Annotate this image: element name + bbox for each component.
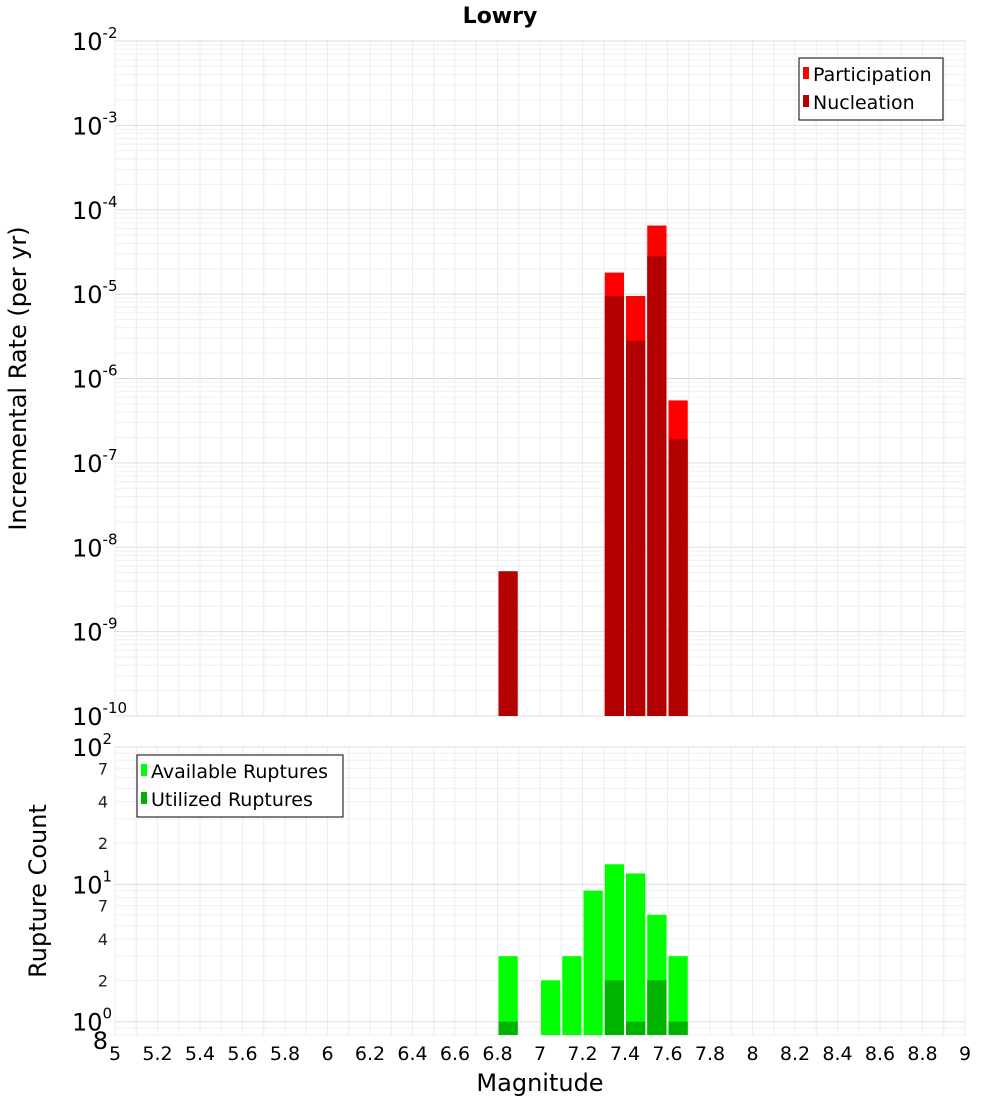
x-tick-label: 6.8 xyxy=(482,1043,512,1065)
bottom-bar-available-ruptures xyxy=(668,956,688,1035)
x-tick-label: 8.2 xyxy=(780,1043,810,1065)
bottom-bar-available-ruptures xyxy=(541,980,561,1035)
top-y-tick-labels: 10-10 10-9 10-8 10-7 10-6 10-5 10-4 10-3 10-2 xyxy=(72,24,127,731)
x-tick-label: 9 xyxy=(959,1043,971,1065)
bottom-legend-label: Utilized Ruptures xyxy=(151,789,313,811)
bottom-minor-tick-label: 4 xyxy=(98,930,108,949)
top-bar-nucleation xyxy=(498,571,518,716)
bottom-legend-swatch xyxy=(141,764,147,776)
x-tick-label: 5.4 xyxy=(185,1043,215,1065)
bottom-legend-swatch xyxy=(141,792,147,804)
bottom-bar-available-ruptures xyxy=(498,956,518,1035)
bottom-minor-tick-label: 7 xyxy=(98,759,108,778)
bottom-y-tick-label: 102 xyxy=(72,730,112,762)
x-tick-label: 6 xyxy=(321,1043,333,1065)
x-axis-label: Magnitude xyxy=(476,1069,603,1097)
bottom-y-tick-labels: 100 101 102 2 4 7 2 4 7 8 xyxy=(72,730,112,1055)
bottom-legend-label: Available Ruptures xyxy=(151,761,328,783)
top-y-tick-label: 10-5 xyxy=(72,277,118,309)
top-y-tick-label: 10-10 xyxy=(72,699,127,731)
bottom-bar-utilized-ruptures xyxy=(626,1021,646,1035)
x-tick-label: 7.8 xyxy=(695,1043,725,1065)
x-tick-label: 5.6 xyxy=(227,1043,257,1065)
bottom-minor-tick-label: 2 xyxy=(98,971,108,990)
x-tick-label: 5 xyxy=(109,1043,121,1065)
bottom-minor-tick-label: 2 xyxy=(98,834,108,853)
x-tick-label: 5.2 xyxy=(142,1043,172,1065)
top-panel: 10-10 10-9 10-8 10-7 10-6 10-5 10-4 10-3 10-2 In… xyxy=(4,24,966,731)
bottom-bar-available-ruptures xyxy=(626,873,646,1035)
top-y-tick-label: 10-8 xyxy=(72,530,118,562)
x-tick-label: 7.6 xyxy=(652,1043,682,1065)
x-tick-label: 6.2 xyxy=(355,1043,385,1065)
bottom-bar-utilized-ruptures xyxy=(498,1021,518,1035)
top-y-axis-label: Incremental Rate (per yr) xyxy=(4,226,32,530)
x-tick-label: 5.8 xyxy=(270,1043,300,1065)
top-y-tick-label: 10-2 xyxy=(72,24,118,56)
top-y-tick-label: 10-4 xyxy=(72,193,118,225)
x-tick-label: 8 xyxy=(746,1043,758,1065)
bottom-minor-tick-label: 4 xyxy=(98,793,108,812)
top-legend-label: Participation xyxy=(813,64,932,86)
top-legend: Participation Nucleation xyxy=(798,57,944,121)
bottom-minor-tick-label: 7 xyxy=(98,897,108,916)
bottom-bar-available-ruptures xyxy=(583,890,603,1035)
bottom-bar-utilized-ruptures xyxy=(604,980,624,1035)
x-tick-label: 7 xyxy=(534,1043,546,1065)
top-bar-nucleation xyxy=(647,256,667,716)
top-bars xyxy=(498,225,688,716)
x-tick-label: 8.8 xyxy=(907,1043,937,1065)
bottom-bar-available-ruptures xyxy=(562,956,582,1035)
bottom-y-axis-label: Rupture Count xyxy=(24,804,52,978)
top-y-tick-label: 10-7 xyxy=(72,446,118,478)
top-y-tick-label: 10-6 xyxy=(72,362,118,394)
top-bar-nucleation xyxy=(626,340,646,716)
x-tick-label: 7.2 xyxy=(567,1043,597,1065)
bottom-min-tick-label: 8 xyxy=(93,1027,108,1055)
x-tick-label: 7.4 xyxy=(610,1043,640,1065)
x-tick-labels: 5 5.2 5.4 5.6 5.8 6 6.2 6.4 6.6 6.8 7 7.2 7.4 7.6 7.8 8… xyxy=(109,1043,971,1065)
top-y-tick-label: 10-3 xyxy=(72,108,118,140)
x-tick-label: 8.4 xyxy=(822,1043,852,1065)
x-tick-label: 6.4 xyxy=(397,1043,427,1065)
bottom-legend: Available Ruptures Utilized Ruptures xyxy=(136,754,344,818)
x-tick-label: 6.6 xyxy=(440,1043,470,1065)
x-tick-label: 8.6 xyxy=(865,1043,895,1065)
bottom-panel: 100 101 102 2 4 7 2 4 7 8 Rupture Count Available… xyxy=(24,730,966,1055)
top-gridlines xyxy=(114,40,966,717)
top-legend-swatch xyxy=(803,95,809,107)
bottom-y-tick-label: 100 xyxy=(72,1005,112,1037)
top-legend-swatch xyxy=(803,67,809,79)
top-legend-box xyxy=(798,57,944,121)
top-legend-label: Nucleation xyxy=(813,92,915,114)
top-bar-nucleation xyxy=(668,439,688,716)
chart-title: Lowry xyxy=(463,4,538,29)
bottom-bar-utilized-ruptures xyxy=(647,980,667,1035)
bottom-y-tick-label: 101 xyxy=(72,867,112,899)
bottom-bar-utilized-ruptures xyxy=(668,1021,688,1035)
top-y-tick-label: 10-9 xyxy=(72,615,118,647)
bottom-legend-box xyxy=(136,754,344,818)
bottom-bars xyxy=(498,864,688,1035)
top-bar-nucleation xyxy=(604,296,624,716)
